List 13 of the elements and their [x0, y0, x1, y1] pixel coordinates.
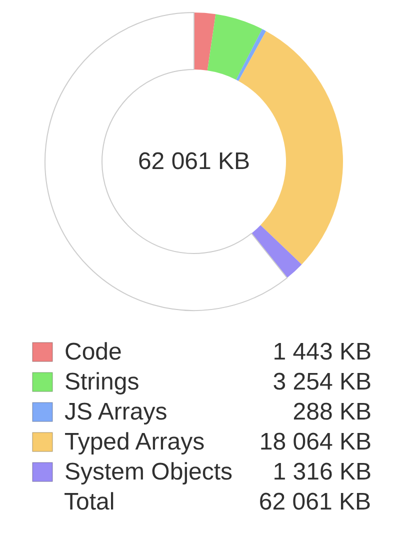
legend-label: Strings [64, 368, 140, 396]
text: Total [64, 488, 115, 516]
data-label: 1 443 KB [272, 338, 372, 366]
legend-label: System Objects [64, 458, 233, 486]
data-label: 3 254 KB [272, 368, 372, 396]
legend-label: JS Arrays [64, 398, 168, 426]
legend-label: Code [64, 338, 122, 366]
legend-label: Typed Arrays [64, 428, 205, 456]
text: 62 061 KB [138, 148, 250, 175]
text: 62 061 KB [258, 488, 371, 516]
data-label: 1 316 KB [272, 458, 372, 486]
data-label: 18 064 KB [259, 428, 372, 456]
data-label: 288 KB [292, 398, 372, 426]
